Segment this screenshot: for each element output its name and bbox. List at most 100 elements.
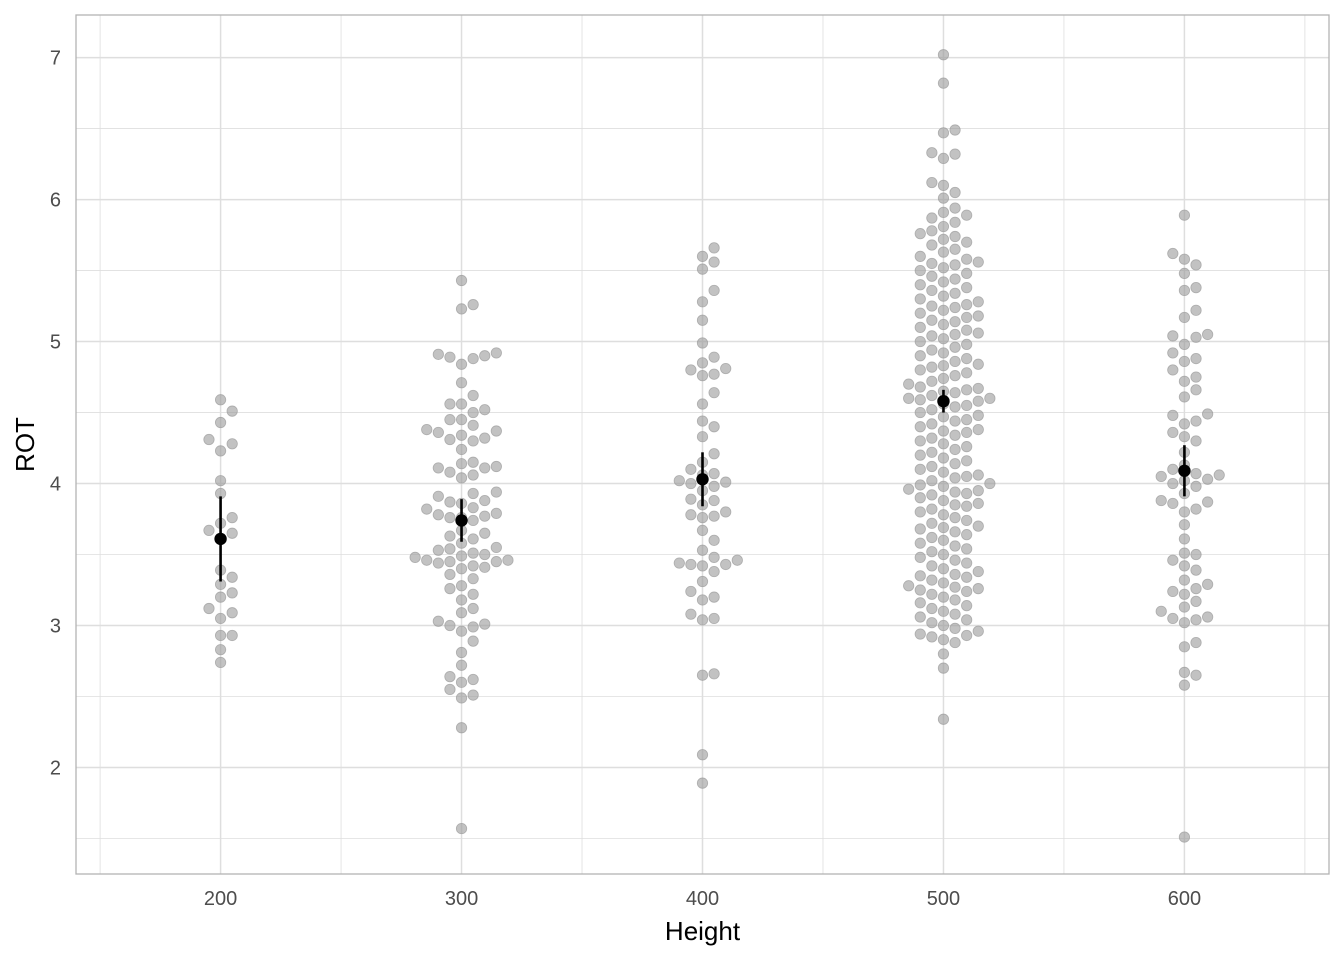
data-point [949, 594, 961, 606]
data-point [1178, 267, 1191, 280]
data-point [708, 421, 720, 433]
data-point [926, 546, 938, 558]
data-point [926, 475, 938, 487]
data-point [949, 186, 961, 199]
data-point [972, 310, 984, 322]
data-point [1178, 355, 1191, 368]
x-axis-title: Height [665, 916, 741, 946]
data-point [214, 445, 227, 457]
data-point [914, 307, 926, 319]
data-point [490, 460, 502, 473]
data-point [949, 273, 961, 285]
data-point [432, 462, 444, 474]
data-point [937, 192, 950, 204]
data-point [903, 378, 915, 390]
x-tick-label: 500 [927, 888, 960, 910]
data-point [926, 314, 938, 326]
data-point [914, 406, 926, 419]
data-point [914, 350, 926, 362]
data-point [961, 267, 973, 280]
data-point [914, 506, 926, 518]
data-point [961, 557, 973, 569]
data-point [490, 486, 502, 498]
data-point [467, 533, 479, 545]
data-point [467, 635, 479, 647]
data-point [1178, 574, 1191, 586]
data-point [455, 377, 468, 389]
data-point [937, 634, 950, 646]
data-point [949, 148, 961, 160]
data-point [961, 629, 973, 642]
data-point [914, 279, 926, 291]
data-point [914, 293, 926, 305]
data-point [1167, 409, 1179, 421]
data-point [926, 147, 938, 159]
x-tick-label: 200 [204, 888, 237, 910]
data-point [444, 351, 456, 363]
data-point [949, 458, 961, 470]
data-point [937, 563, 950, 575]
data-point [1190, 352, 1202, 365]
data-point [937, 534, 950, 546]
data-point [673, 475, 685, 487]
data-point [455, 625, 468, 637]
data-point [708, 668, 720, 680]
data-point [961, 338, 973, 351]
data-point [214, 629, 227, 642]
data-point [1202, 473, 1214, 485]
data-point [961, 282, 973, 294]
data-point [961, 426, 973, 439]
data-point [708, 480, 720, 492]
data-point [1190, 503, 1202, 515]
y-tick-label: 5 [50, 332, 61, 354]
data-point [673, 557, 685, 569]
data-point [937, 360, 950, 372]
data-point [937, 233, 950, 245]
data-point [972, 395, 984, 407]
data-point [1167, 612, 1179, 625]
data-point [926, 361, 938, 373]
data-point [937, 206, 950, 218]
data-point [926, 284, 938, 297]
mean-point [455, 514, 468, 527]
data-point [1190, 669, 1202, 681]
data-point [1190, 371, 1202, 383]
data-point [961, 500, 973, 512]
data-point [972, 327, 984, 339]
data-point [926, 300, 938, 312]
y-tick-label: 6 [50, 190, 61, 212]
data-point [949, 429, 961, 441]
data-point [214, 656, 227, 669]
data-point [1178, 617, 1191, 629]
data-point [203, 524, 215, 537]
data-point [479, 618, 491, 630]
data-point [937, 333, 950, 345]
data-point [696, 250, 709, 262]
data-point [961, 311, 973, 324]
data-point [1190, 614, 1202, 626]
data-point [455, 692, 468, 704]
data-point [696, 431, 709, 443]
data-point [1190, 480, 1202, 492]
data-point [455, 659, 468, 671]
data-point [1178, 391, 1191, 403]
data-point [914, 570, 926, 582]
data-point [1213, 469, 1225, 481]
data-point [455, 580, 468, 592]
data-point [961, 543, 973, 555]
data-point [914, 523, 926, 535]
data-point [455, 594, 468, 606]
data-point [226, 527, 238, 539]
data-point [1190, 636, 1202, 649]
mean-point [696, 473, 709, 486]
data-point [444, 398, 456, 410]
data-point [421, 554, 433, 566]
data-point [937, 179, 950, 191]
data-point [926, 375, 938, 387]
data-point [937, 304, 950, 316]
data-point [961, 514, 973, 527]
data-point [1190, 282, 1202, 294]
data-point [214, 612, 227, 625]
data-point [226, 438, 238, 450]
